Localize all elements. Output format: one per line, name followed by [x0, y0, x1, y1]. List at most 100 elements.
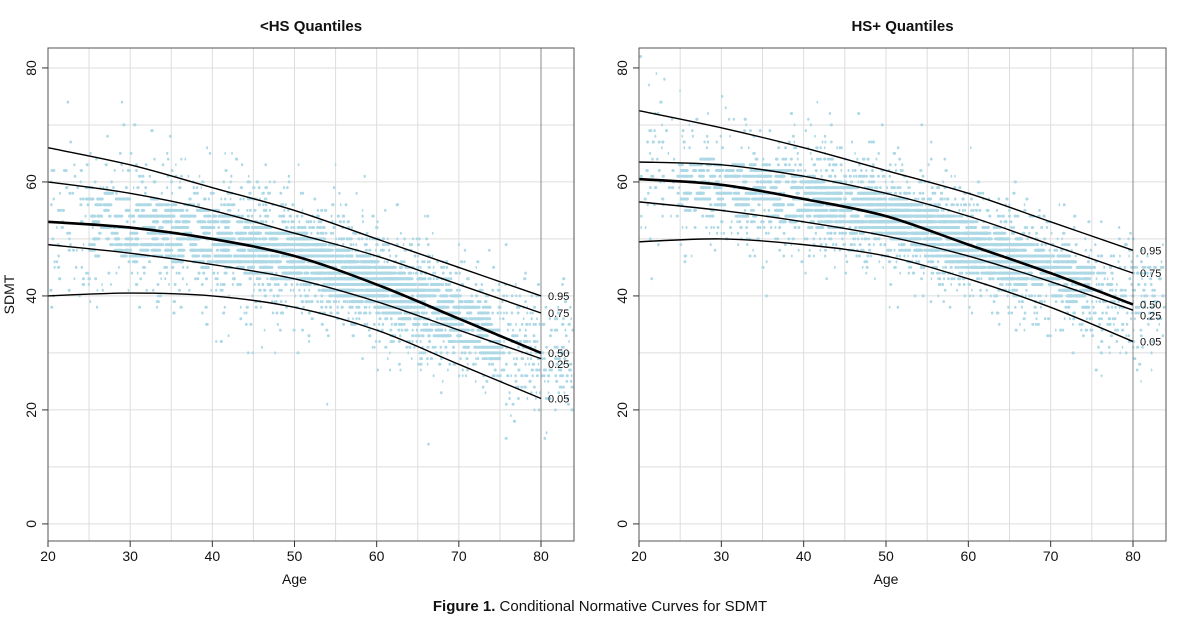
scatter-point	[128, 214, 132, 218]
scatter-point	[523, 385, 527, 389]
scatter-point	[790, 214, 799, 218]
scatter-point	[248, 231, 255, 235]
scatter-point	[1025, 197, 1029, 201]
scatter-point	[211, 214, 216, 218]
scatter-point	[454, 271, 458, 275]
scatter-point	[831, 208, 839, 212]
scatter-point	[237, 260, 243, 264]
scatter-point	[1137, 305, 1141, 309]
scatter-point	[833, 265, 836, 269]
scatter-point	[382, 248, 385, 252]
scatter-point	[788, 163, 791, 167]
scatter-point	[188, 197, 192, 201]
scatter-point	[186, 214, 192, 218]
scatter-point	[961, 197, 965, 201]
scatter-point	[431, 254, 434, 258]
scatter-point	[900, 191, 902, 195]
scatter-point	[410, 357, 413, 361]
scatter-point	[52, 169, 56, 172]
scatter-point	[319, 254, 324, 258]
scatter-point	[511, 334, 515, 338]
scatter-point	[884, 180, 887, 184]
scatter-point	[364, 300, 369, 304]
scatter-point	[274, 351, 277, 355]
scatter-point	[384, 265, 391, 269]
scatter-point	[417, 305, 426, 309]
scatter-point	[242, 260, 252, 264]
scatter-point	[872, 180, 874, 184]
scatter-point	[364, 243, 367, 247]
scatter-point	[496, 374, 499, 378]
scatter-point	[841, 231, 844, 235]
scatter-point	[415, 271, 419, 275]
scatter-point	[516, 357, 518, 361]
scatter-point	[1141, 345, 1144, 349]
scatter-point	[765, 231, 768, 235]
scatter-point	[745, 123, 748, 127]
scatter-point	[518, 328, 522, 332]
scatter-point	[1130, 317, 1132, 321]
scatter-points	[49, 100, 574, 446]
scatter-point	[415, 237, 418, 241]
scatter-point	[530, 317, 533, 321]
scatter-point	[524, 374, 527, 378]
scatter-point	[417, 334, 421, 338]
scatter-point	[389, 317, 393, 321]
scatter-point	[950, 283, 953, 286]
scatter-point	[1069, 260, 1076, 264]
scatter-point	[958, 186, 962, 190]
scatter-point	[417, 243, 421, 247]
scatter-point	[543, 374, 546, 378]
scatter-point	[478, 351, 483, 355]
scatter-point	[362, 283, 371, 286]
scatter-point	[808, 248, 811, 252]
scatter-point	[376, 220, 379, 224]
scatter-point	[302, 226, 306, 229]
scatter-point	[878, 260, 881, 264]
scatter-point	[267, 191, 270, 195]
scatter-point	[942, 208, 945, 212]
scatter-point	[1108, 265, 1113, 269]
scatter-point	[256, 254, 264, 258]
scatter-point	[777, 146, 781, 150]
scatter-point	[760, 220, 763, 224]
scatter-point	[1033, 294, 1036, 298]
scatter-point	[316, 226, 320, 229]
scatter-point	[416, 260, 419, 264]
scatter-point	[1036, 243, 1040, 247]
scatter-point	[1007, 254, 1016, 258]
scatter-point	[237, 208, 240, 212]
scatter-point	[247, 265, 250, 269]
scatter-point	[368, 334, 372, 338]
scatter-point	[440, 265, 444, 269]
scatter-point	[571, 328, 574, 332]
scatter-point	[485, 379, 489, 383]
scatter-point	[857, 112, 861, 115]
scatter-point	[213, 254, 220, 258]
scatter-point	[397, 271, 407, 275]
scatter-point	[1115, 328, 1119, 332]
scatter-point	[473, 340, 479, 343]
scatter-point	[360, 254, 371, 258]
scatter-point	[781, 169, 785, 172]
scatter-point	[1095, 283, 1098, 286]
scatter-point	[720, 94, 724, 98]
scatter-point	[402, 288, 405, 292]
scatter-point	[639, 55, 643, 58]
scatter-point	[793, 146, 796, 150]
scatter-point	[1061, 243, 1064, 247]
scatter-point	[151, 237, 159, 241]
scatter-point	[449, 277, 453, 281]
scatter-point	[368, 248, 372, 252]
scatter-point	[365, 231, 369, 235]
scatter-point	[172, 311, 176, 315]
scatter-point	[411, 328, 414, 332]
scatter-point	[127, 260, 131, 264]
scatter-point	[1142, 300, 1144, 304]
scatter-point	[396, 311, 401, 315]
scatter-point	[654, 134, 657, 138]
scatter-point	[447, 283, 450, 286]
scatter-point	[424, 214, 426, 218]
scatter-point	[824, 191, 831, 195]
